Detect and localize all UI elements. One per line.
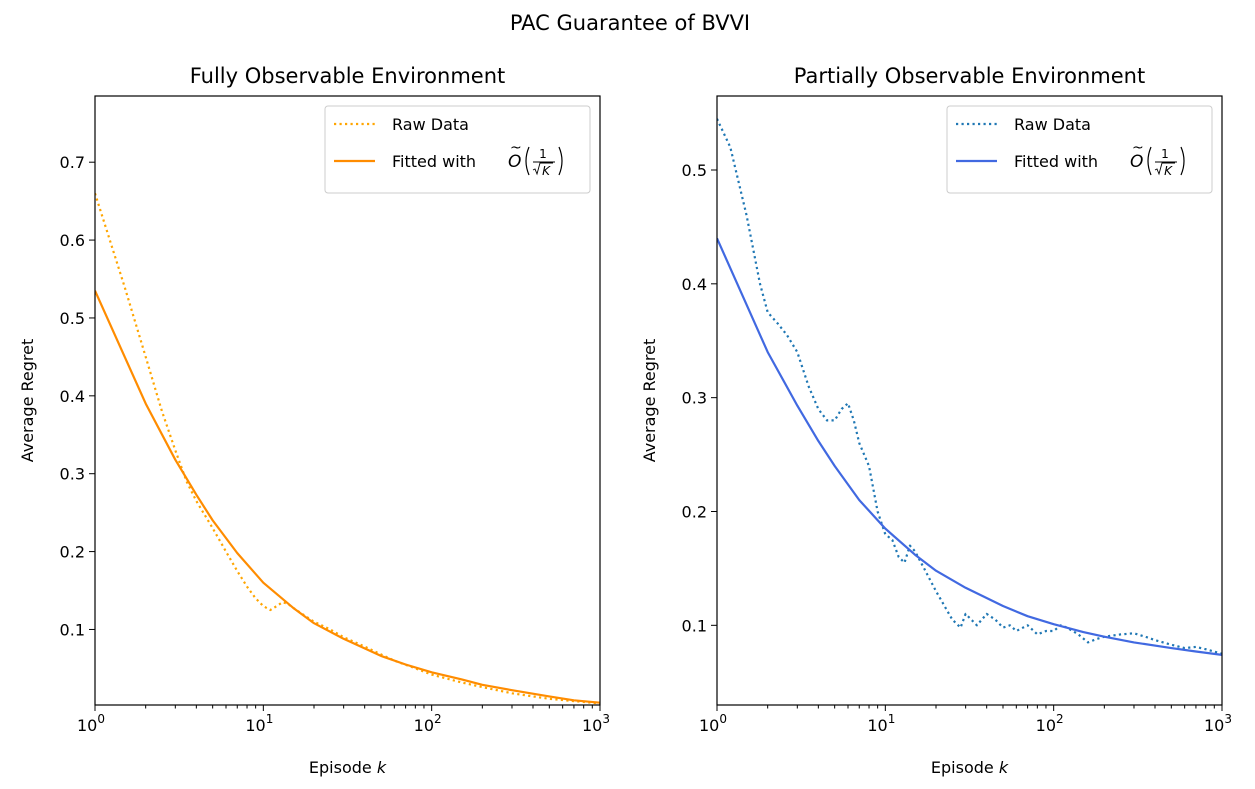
panel-title: Fully Observable Environment [190,64,506,88]
x-tick-label: 102 [1036,712,1064,735]
raw-data-line [95,192,600,705]
legend: Raw Data Fitted with O~ 1 K [324,105,591,194]
x-tick-base: 10 [77,716,97,735]
y-tick-label: 0.3 [60,465,85,484]
x-axis-label: Episode k [309,758,387,777]
x-axis-label-text: Episode [309,758,377,777]
x-axis-label-var: k [377,758,387,777]
raw-data-line [717,118,1222,655]
legend-label: Fitted with [1014,152,1098,171]
x-axis-label-text: Episode [931,758,999,777]
x-tick-exponent: 3 [1224,712,1232,726]
legend-label: Fitted with [392,152,476,171]
math-big-o: O [508,152,521,172]
y-tick-label: 0.2 [682,502,707,521]
x-tick-label: 103 [582,712,610,735]
math-left-paren [525,146,530,176]
x-tick-base: 10 [245,716,265,735]
math-right-paren [558,146,563,176]
math-tilde: ~ [1132,140,1144,156]
series-group [95,192,600,705]
legend-math: O~ 1 K [1130,140,1185,178]
math-denominator: K [1164,164,1173,178]
x-tick-label: 103 [1204,712,1232,735]
legend-label: Raw Data [1014,115,1091,134]
x-tick-base: 10 [867,716,887,735]
y-tick-label: 0.5 [60,309,85,328]
x-tick-label: 102 [414,712,442,735]
legend-box [946,105,1213,194]
y-tick-label: 0.2 [60,543,85,562]
math-sqrt-sign [532,162,553,176]
y-tick-label: 0.5 [682,161,707,180]
fitted-line [717,237,1222,656]
math-sqrt-sign [1154,162,1175,176]
y-tick-label: 0.1 [60,620,85,639]
x-axis-label-var: k [999,758,1009,777]
math-numerator: 1 [1161,147,1169,161]
x-tick-base: 10 [1036,716,1056,735]
series-group [717,118,1222,656]
legend-box [324,105,591,194]
plot-frame [94,95,601,706]
fitted-line [95,290,600,704]
x-tick-exponent: 0 [719,712,727,726]
x-tick-label: 100 [699,712,727,735]
math-left-paren [1147,146,1152,176]
y-tick-label: 0.3 [682,389,707,408]
y-tick-label: 0.4 [60,387,85,406]
x-tick-exponent: 1 [888,712,896,726]
x-tick-label: 100 [77,712,105,735]
legend-label: Raw Data [392,115,469,134]
x-tick-exponent: 3 [602,712,610,726]
x-tick-label: 101 [867,712,895,735]
x-tick-label: 101 [245,712,273,735]
y-tick-label: 0.4 [682,275,707,294]
math-denominator: K [542,164,551,178]
math-tilde: ~ [510,140,522,156]
y-tick-label: 0.6 [60,231,85,250]
x-tick-base: 10 [414,716,434,735]
x-tick-base: 10 [1204,716,1224,735]
math-numerator: 1 [539,147,547,161]
plot-frame [716,95,1223,706]
figure-title: PAC Guarantee of BVVI [510,11,750,35]
x-tick-base: 10 [699,716,719,735]
math-right-paren [1180,146,1185,176]
y-tick-label: 0.1 [682,616,707,635]
legend-math: O~ 1 K [508,140,563,178]
x-tick-exponent: 2 [434,712,442,726]
x-tick-exponent: 2 [1056,712,1064,726]
x-tick-base: 10 [582,716,602,735]
x-axis-label: Episode k [931,758,1009,777]
y-axis-label: Average Regret [18,339,37,463]
y-axis-label: Average Regret [640,339,659,463]
y-tick-label: 0.7 [60,153,85,172]
legend: Raw Data Fitted with O~ 1 K [946,105,1213,194]
x-tick-exponent: 1 [266,712,274,726]
math-big-o: O [1130,152,1143,172]
panel-title: Partially Observable Environment [794,64,1145,88]
x-tick-exponent: 0 [97,712,105,726]
